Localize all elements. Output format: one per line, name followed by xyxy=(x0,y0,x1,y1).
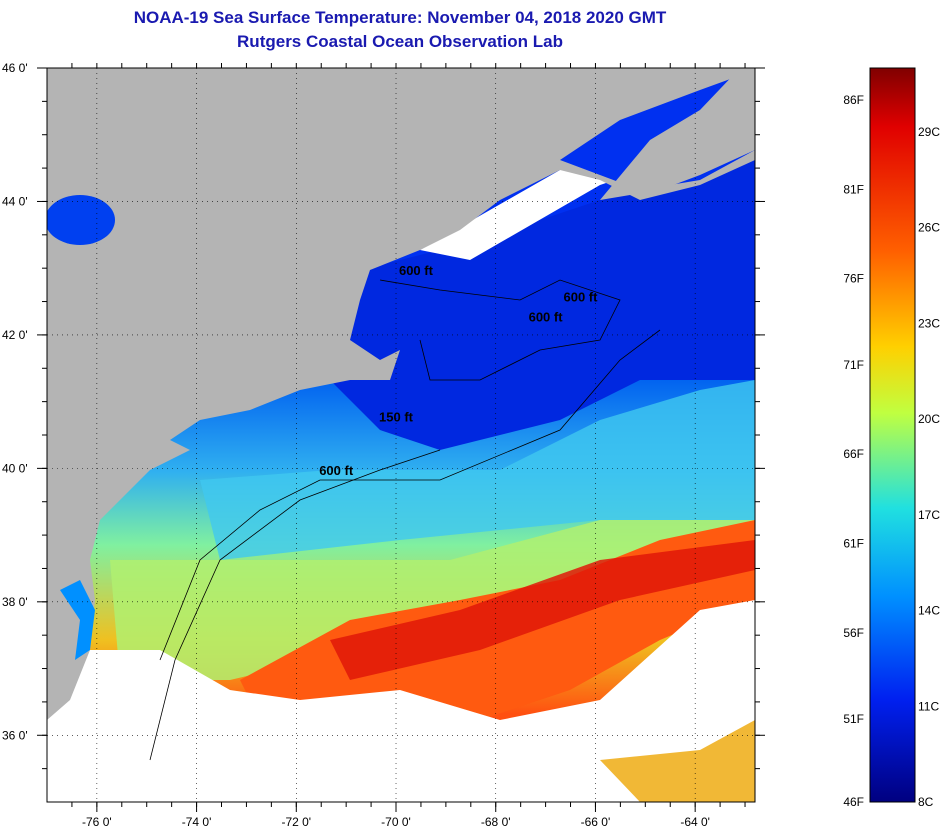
warm-patch-se xyxy=(600,720,755,802)
colorbar-c-label: 29C xyxy=(918,125,940,139)
colorbar-f-label: 61F xyxy=(843,537,864,551)
colorbar-c-label: 23C xyxy=(918,316,940,330)
nova-scotia xyxy=(600,68,755,200)
map-subtitle: Rutgers Coastal Ocean Observation Lab xyxy=(237,32,563,51)
lon-tick-label: -66 0' xyxy=(581,815,611,829)
colorbar-c-label: 8C xyxy=(918,795,934,809)
lat-tick-label: 38 0' xyxy=(2,595,28,609)
lon-tick-label: -74 0' xyxy=(182,815,212,829)
axis-ticks: -76 0' -74 0' -72 0' -70 0' -68 0' -66 0' -64 … xyxy=(2,61,765,829)
lat-tick-label: 44 0' xyxy=(2,194,28,208)
chesapeake-bay xyxy=(60,580,95,660)
colorbar-f-label: 66F xyxy=(843,447,864,461)
colorbar-c-label: 17C xyxy=(918,508,940,522)
map-title: NOAA-19 Sea Surface Temperature: Novembe… xyxy=(133,8,667,27)
isobath-600ft xyxy=(159,329,661,661)
colorbar-f-label: 56F xyxy=(843,626,864,640)
lat-tick-label: 36 0' xyxy=(2,728,28,742)
contour-label: 600 ft xyxy=(319,463,354,478)
map-image xyxy=(47,68,755,802)
contour-label: 600 ft xyxy=(529,310,564,325)
gulf-stream-core xyxy=(330,540,755,680)
lake xyxy=(47,195,115,245)
colorbar xyxy=(869,67,916,803)
lon-tick-label: -72 0' xyxy=(281,815,311,829)
colorbar-c-label: 11C xyxy=(918,699,939,713)
lon-tick-label: -68 0' xyxy=(481,815,511,829)
land-mass xyxy=(47,68,755,720)
colorbar-c-label: 14C xyxy=(918,604,940,618)
lon-tick-label: -76 0' xyxy=(82,815,112,829)
colorbar-f-label: 86F xyxy=(843,93,864,107)
colorbar-labels: 86F 81F 76F 71F 66F 61F 56F 51F 46F 29C 26C 23C 20C 1… xyxy=(843,93,940,809)
contour-label: 600 ft xyxy=(399,263,434,278)
isobath-gulf-of-maine xyxy=(379,279,621,381)
colorbar-c-label: 26C xyxy=(918,221,940,235)
contour-label: 600 ft xyxy=(564,290,599,305)
shelf-water xyxy=(200,380,755,560)
colorbar-f-label: 81F xyxy=(843,182,864,196)
gulf-of-maine xyxy=(330,160,755,450)
colorbar-f-label: 51F xyxy=(843,712,864,726)
lon-tick-label: -64 0' xyxy=(680,815,710,829)
lat-tick-label: 40 0' xyxy=(2,461,28,475)
colorbar-f-label: 46F xyxy=(843,795,864,809)
lat-tick-label: 46 0' xyxy=(2,61,28,75)
cloud-cover xyxy=(47,600,755,802)
lon-tick-label: -70 0' xyxy=(381,815,411,829)
isobath-150ft xyxy=(149,449,441,761)
colorbar-f-label: 71F xyxy=(843,358,864,372)
slope-water xyxy=(110,520,755,680)
lat-tick-label: 42 0' xyxy=(2,328,28,342)
contour-label: 150 ft xyxy=(379,410,414,425)
colorbar-c-label: 20C xyxy=(918,412,940,426)
colorbar-f-label: 76F xyxy=(843,272,864,286)
